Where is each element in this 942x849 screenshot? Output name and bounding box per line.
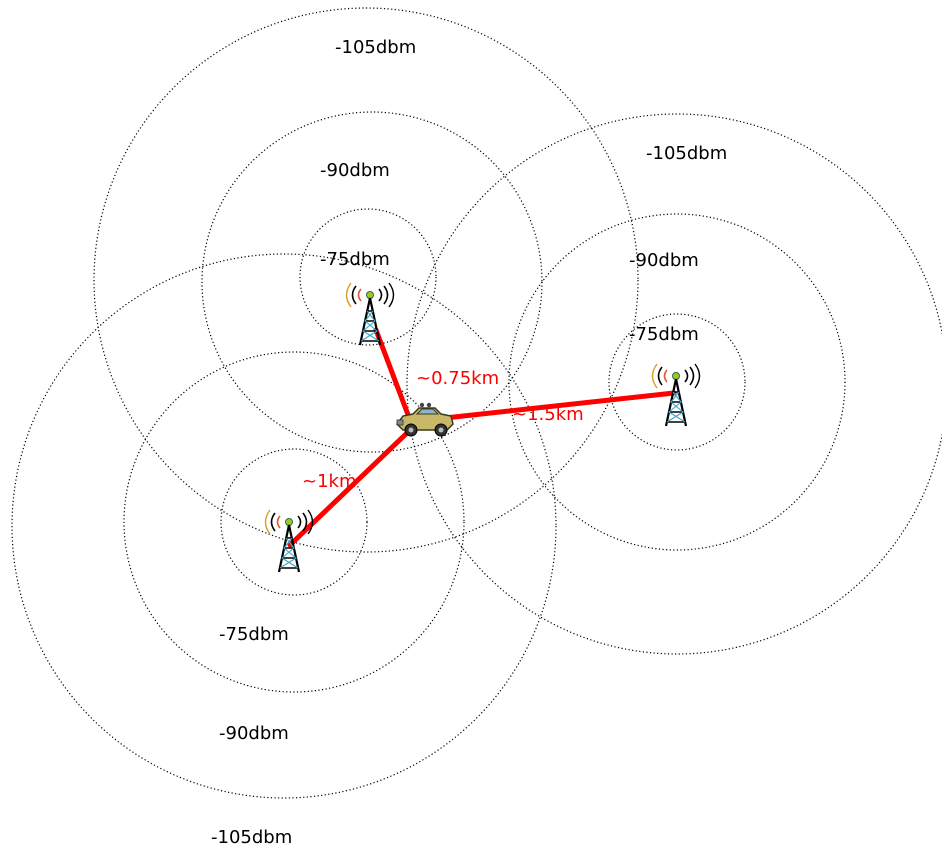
label-top-middle: -90dbm	[320, 160, 390, 181]
ring-right-inner	[608, 313, 746, 451]
ring-top-inner	[299, 208, 437, 346]
distance-labels: ~0.75km ~1.5km ~1km	[302, 368, 584, 492]
link-right	[442, 390, 677, 421]
label-top-inner: -75dbm	[320, 249, 390, 270]
tower-bottom-coverage	[11, 253, 557, 799]
ring-bottom-outer	[11, 253, 557, 799]
ring-right-outer	[406, 113, 942, 655]
distance-label-bottom: ~1km	[302, 471, 357, 492]
label-right-outer: -105dbm	[646, 143, 727, 164]
link-top	[373, 327, 413, 423]
ring-right-middle	[508, 213, 846, 551]
cell-tower-icon	[345, 281, 395, 347]
label-right-inner: -75dbm	[629, 324, 699, 345]
label-bottom-middle: -90dbm	[219, 723, 289, 744]
car-icon	[396, 402, 454, 437]
label-top-outer: -105dbm	[335, 37, 416, 58]
distance-label-right: ~1.5km	[512, 404, 584, 425]
ring-bottom-middle	[123, 351, 465, 693]
cell-tower-icon	[264, 508, 314, 574]
label-bottom-outer: -105dbm	[211, 827, 292, 848]
ring-bottom-inner	[220, 448, 368, 596]
link-bottom	[287, 430, 410, 548]
label-right-middle: -90dbm	[629, 250, 699, 271]
signal-labels: -105dbm -90dbm -75dbm -105dbm -90dbm -75…	[211, 37, 727, 848]
distance-label-top: ~0.75km	[416, 368, 499, 389]
ring-top-outer	[93, 7, 639, 553]
label-bottom-inner: -75dbm	[219, 624, 289, 645]
distance-links	[287, 327, 677, 548]
tower-right-coverage	[406, 113, 942, 655]
